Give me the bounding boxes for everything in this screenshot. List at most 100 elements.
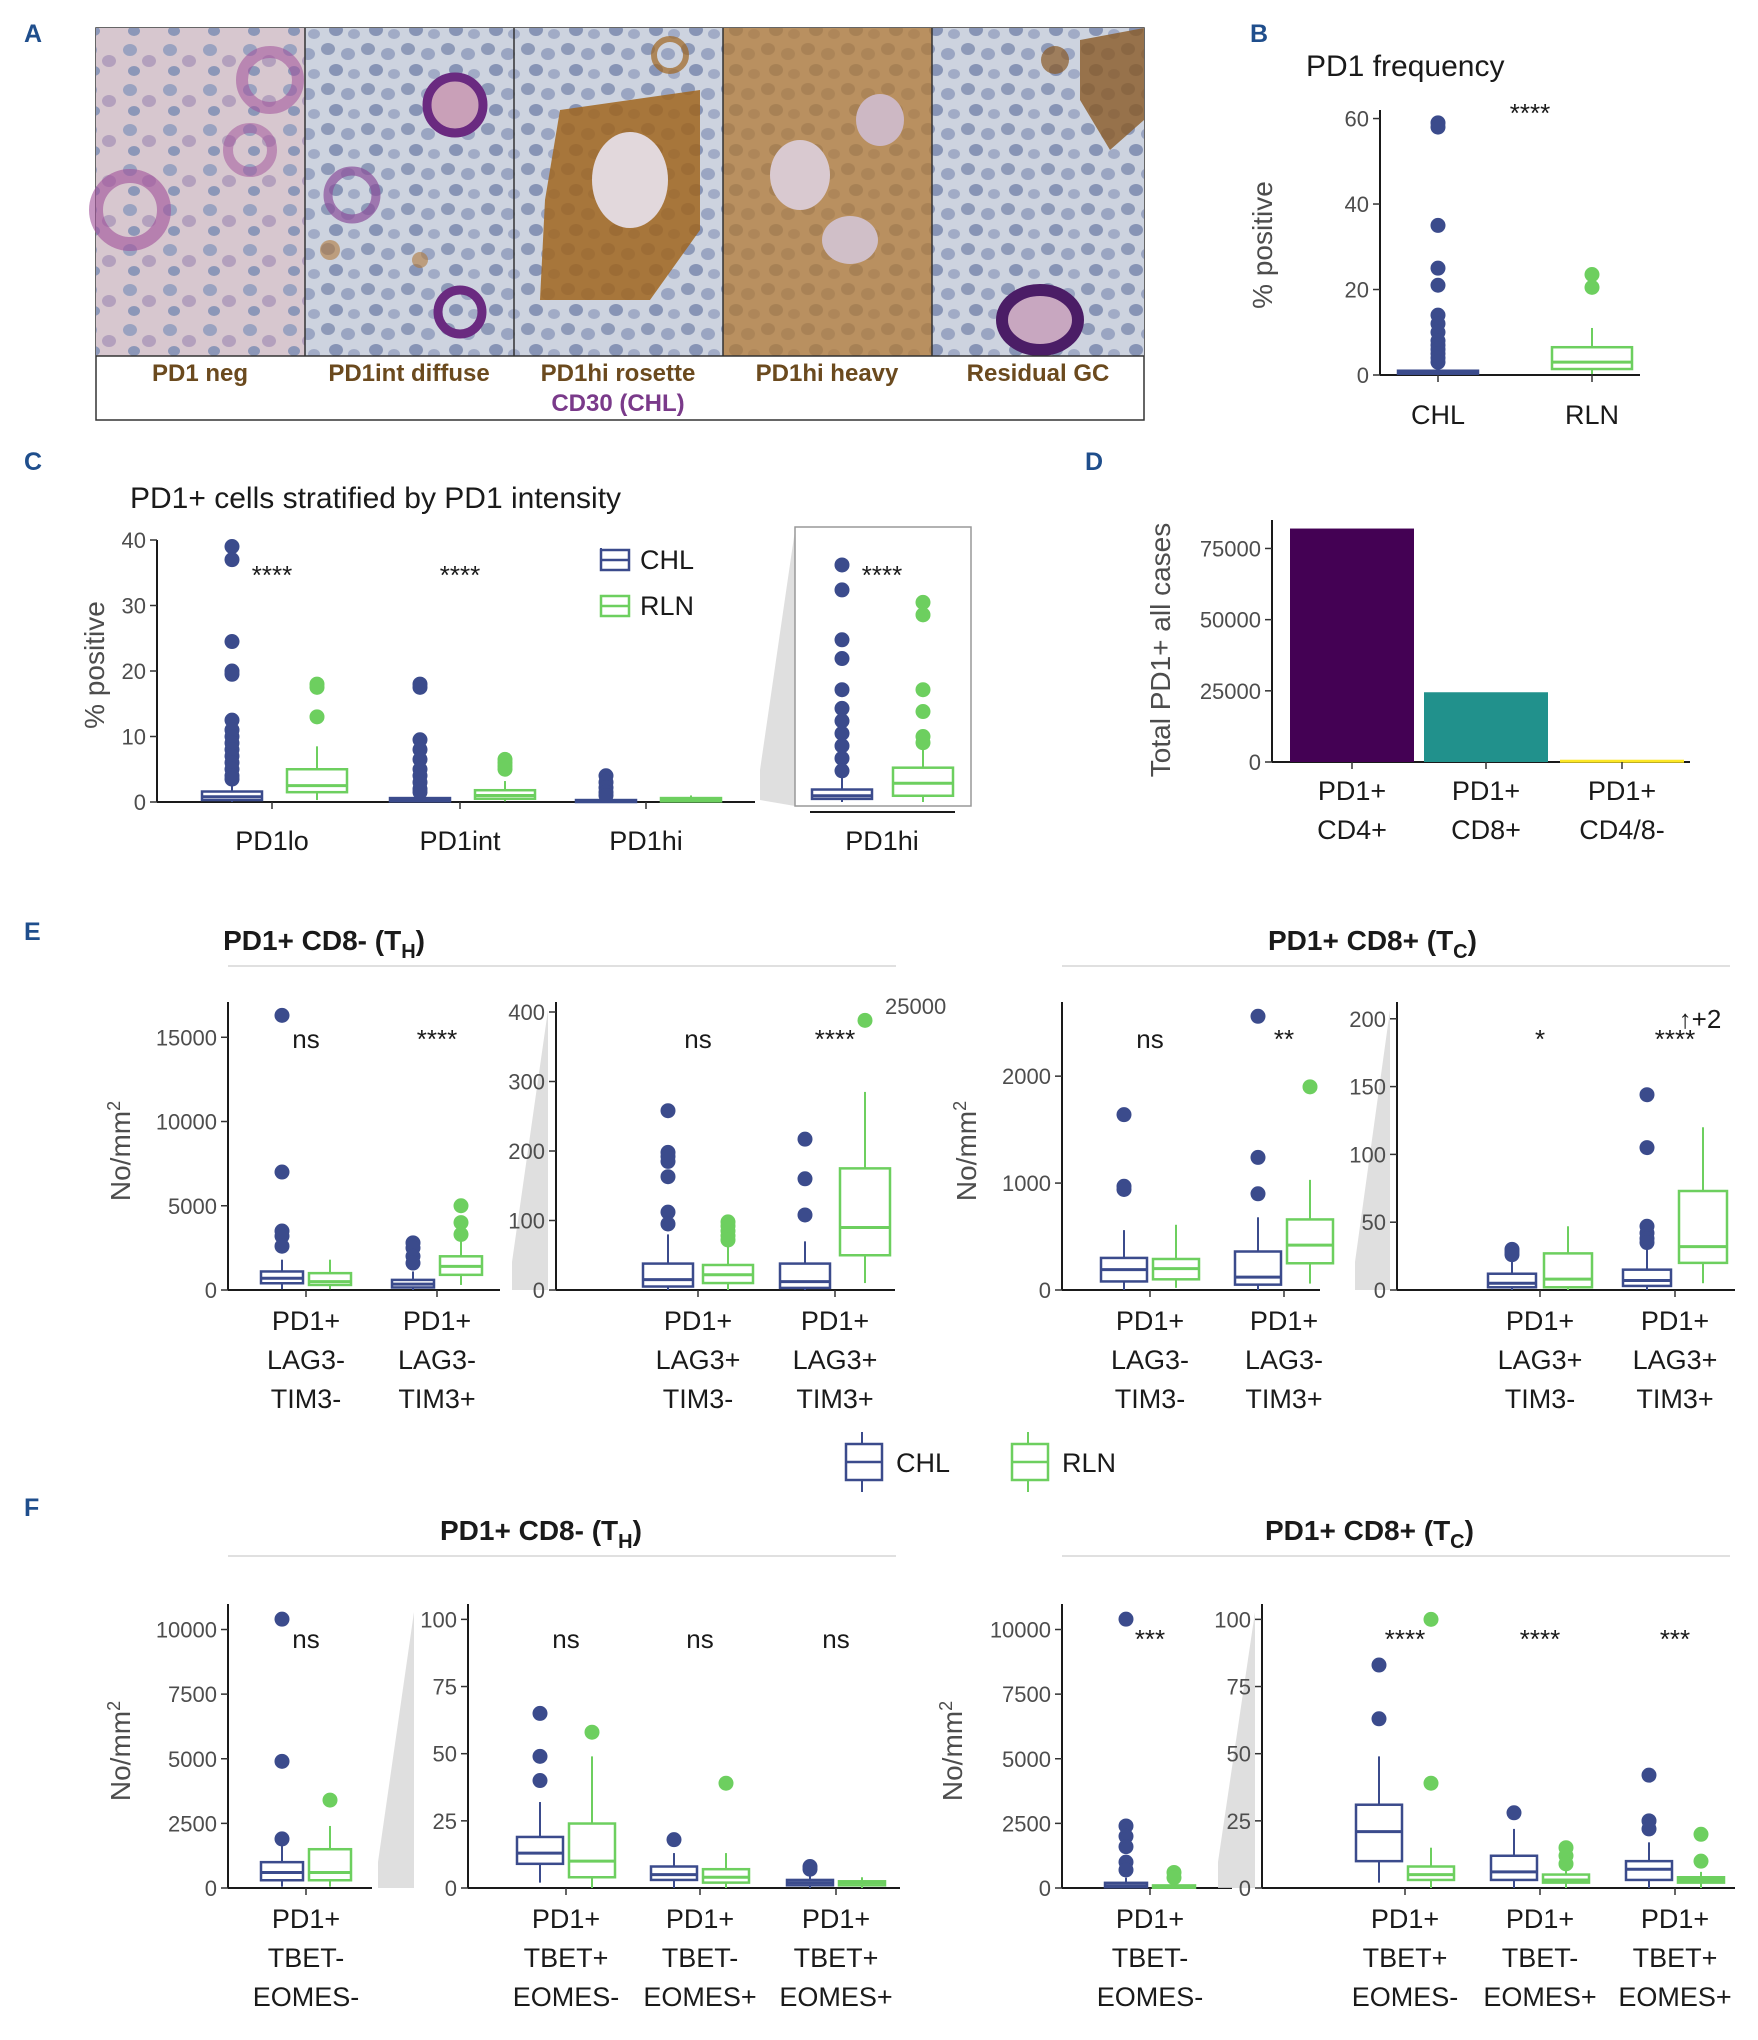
e-th-1-signif-0: ns bbox=[292, 1024, 319, 1054]
f-th-1-signif-0: ns bbox=[292, 1624, 319, 1654]
f-th-2-0-rln-box bbox=[567, 1822, 617, 1879]
f-th-2-xtick-label-0-line-2: EOMES- bbox=[513, 1982, 620, 2012]
e-tc-1-0-chl-outlier bbox=[1116, 1107, 1132, 1123]
b-ylabel: % positive bbox=[1247, 181, 1278, 309]
legend-c-chl-label: CHL bbox=[640, 545, 694, 575]
e-th-2-annotation: 25000 bbox=[885, 994, 946, 1019]
e-tc-1-0-chl-outlier bbox=[1116, 1181, 1132, 1197]
f-th-2-xtick-label-1-line-1: TBET- bbox=[662, 1943, 739, 1973]
f-th-1-xtick-label-0-line-2: EOMES- bbox=[253, 1982, 360, 2012]
e-th-1-ytick-label: 10000 bbox=[156, 1110, 217, 1135]
e-tc-2-xtick-label-0-line-2: TIM3- bbox=[1505, 1384, 1576, 1414]
c-zoom-frame bbox=[794, 526, 972, 807]
f-th-2-0-chl-outlier bbox=[532, 1773, 548, 1789]
f-tc-2-ytick-label: 25 bbox=[1227, 1809, 1251, 1834]
e-tc-2-ytick-label: 0 bbox=[1374, 1278, 1386, 1303]
legend-c-rln-label: RLN bbox=[640, 591, 694, 621]
b-rln-box bbox=[1550, 345, 1634, 371]
b-ytick-label: 20 bbox=[1345, 278, 1369, 303]
legend-main: CHL RLN bbox=[844, 1432, 1116, 1492]
e-th-2-0-chl-outlier bbox=[660, 1204, 676, 1220]
e-th-1-xtick-label-1-line-1: LAG3- bbox=[398, 1345, 476, 1375]
f-th-2-ytick-label: 0 bbox=[445, 1876, 457, 1901]
chart-e-tc-1: 0 1000 2000 No/mm2 PD1+ LAG3- TIM3- PD1+ LAG3- TI… bbox=[950, 1002, 1335, 1414]
e-tc-2-0-chl-box bbox=[1486, 1272, 1538, 1289]
e-tc-1-xtick-label-0-line-0: PD1+ bbox=[1116, 1306, 1184, 1336]
c-zoom-chl-outlier bbox=[834, 632, 850, 648]
e-tc-2-1-chl-outlier bbox=[1639, 1087, 1655, 1103]
d-bar-1 bbox=[1424, 692, 1548, 762]
c-zoom-signif: **** bbox=[862, 560, 902, 590]
f-tc-1-0-chl-outlier bbox=[1118, 1611, 1134, 1627]
c-pd1lo-rln-outlier bbox=[309, 709, 325, 725]
e-tc-2-ytick-label: 50 bbox=[1362, 1210, 1386, 1235]
e-tc-1-signif-1: ** bbox=[1274, 1024, 1294, 1054]
d-xtick-label-1-line-0: PD1+ bbox=[1452, 776, 1520, 806]
chart-f-th-2: 0 25 50 75 100 PD1+ TBET+ EOMES- PD1+ TBET- EOMES+… bbox=[420, 1604, 900, 2012]
f-th-2-0-rln-outlier bbox=[584, 1724, 600, 1740]
c-zoom-rln-box bbox=[891, 766, 955, 798]
e-th-2-1-chl-box bbox=[778, 1262, 832, 1290]
e-th-2-xtick-label-0-line-1: LAG3+ bbox=[656, 1345, 741, 1375]
e-tc-2-ytick-label: 200 bbox=[1349, 1007, 1386, 1032]
b-chl-outlier bbox=[1430, 260, 1446, 276]
e-tc-2-xtick-label-0-line-0: PD1+ bbox=[1506, 1306, 1574, 1336]
f-tc-2-2-chl-outlier bbox=[1641, 1821, 1657, 1837]
f-th-2-0-chl-box bbox=[515, 1835, 565, 1866]
f-th-1-0-chl-outlier bbox=[274, 1831, 290, 1847]
f-tc-2-1-chl-box bbox=[1489, 1854, 1539, 1882]
f-th-1-0-chl-outlier bbox=[274, 1611, 290, 1627]
f-tc-2-signif-1: **** bbox=[1520, 1624, 1560, 1654]
c-xtick-label: PD1hi bbox=[609, 826, 683, 856]
f-tc-2-1-chl-outlier bbox=[1506, 1805, 1522, 1821]
d-ytick-label: 0 bbox=[1249, 750, 1261, 775]
c-zoom-wedge bbox=[760, 530, 795, 806]
f-th-1-0-rln-box bbox=[307, 1847, 353, 1882]
f-tc-2-xtick-label-0-line-2: EOMES- bbox=[1352, 1982, 1459, 2012]
f-th-1-ytick-label: 5000 bbox=[168, 1747, 217, 1772]
e-th-2-xtick-label-1-line-2: TIM3+ bbox=[796, 1384, 873, 1414]
e-th-1-1-rln-outlier bbox=[453, 1198, 469, 1214]
title-f-tc: PD1+ CD8+ (TC) bbox=[1265, 1515, 1474, 1553]
f-tc-2-ytick-label: 0 bbox=[1239, 1876, 1251, 1901]
chart-c: 0 10 20 30 40 % positive PD1lo PD1int PD1hi **** *… bbox=[79, 526, 972, 856]
b-xtick-label: RLN bbox=[1565, 400, 1619, 430]
b-chl-outlier bbox=[1430, 119, 1446, 135]
c-xtick-label: PD1lo bbox=[235, 826, 309, 856]
c-zoom-chl-outlier bbox=[834, 700, 850, 716]
c-ytick-label: 40 bbox=[122, 528, 146, 553]
f-th-1-ytick-label: 10000 bbox=[156, 1618, 217, 1643]
e-th-2-ytick-label: 200 bbox=[508, 1139, 545, 1164]
f-tc-1-ytick-label: 5000 bbox=[1002, 1747, 1051, 1772]
chart-b: 0 20 40 60 % positive CHL RLN **** bbox=[1247, 98, 1640, 430]
f-th-2-ytick-label: 100 bbox=[420, 1607, 457, 1632]
panel-label-c: C bbox=[24, 448, 42, 476]
c-zoom-rln-outlier bbox=[915, 704, 931, 720]
legend-main-chl-key bbox=[844, 1432, 884, 1492]
label-pd1hi-rosette: PD1hi rosette bbox=[541, 360, 696, 387]
e-th-2-0-chl-outlier bbox=[660, 1103, 676, 1119]
c-pd1int-chl-outlier bbox=[412, 679, 428, 695]
e-tc-2-signif-1: **** bbox=[1655, 1024, 1695, 1054]
micrograph-3 bbox=[514, 28, 723, 356]
c-pd1hi-chl-outlier bbox=[598, 787, 614, 803]
c-zoom-chl-outlier bbox=[834, 750, 850, 766]
f-th-1-ytick-label: 2500 bbox=[168, 1811, 217, 1836]
e-th-1-1-rln-outlier bbox=[453, 1215, 469, 1231]
f-th-2-ytick-label: 75 bbox=[433, 1675, 457, 1700]
f-tc-1-0-chl-outlier bbox=[1118, 1862, 1134, 1878]
e-tc-1-ylabel: No/mm2 bbox=[950, 1101, 982, 1201]
e-th-1-0-chl-outlier bbox=[274, 1007, 290, 1023]
f-th-1-ytick-label: 0 bbox=[205, 1876, 217, 1901]
legend-c-chl-key bbox=[599, 548, 631, 572]
e-th-2-1-chl-outlier bbox=[797, 1131, 813, 1147]
b-signif: **** bbox=[1510, 98, 1550, 128]
c-pd1lo-chl-outlier bbox=[224, 552, 240, 568]
f-tc-2-0-rln-outlier bbox=[1423, 1775, 1439, 1791]
e-tc-2-ytick-label: 100 bbox=[1349, 1142, 1386, 1167]
micrograph-5 bbox=[932, 28, 1144, 356]
f-th-1-0-rln-outlier bbox=[322, 1792, 338, 1808]
panel-label-a: A bbox=[24, 20, 42, 48]
f-tc-1-ylabel: No/mm2 bbox=[936, 1701, 968, 1801]
